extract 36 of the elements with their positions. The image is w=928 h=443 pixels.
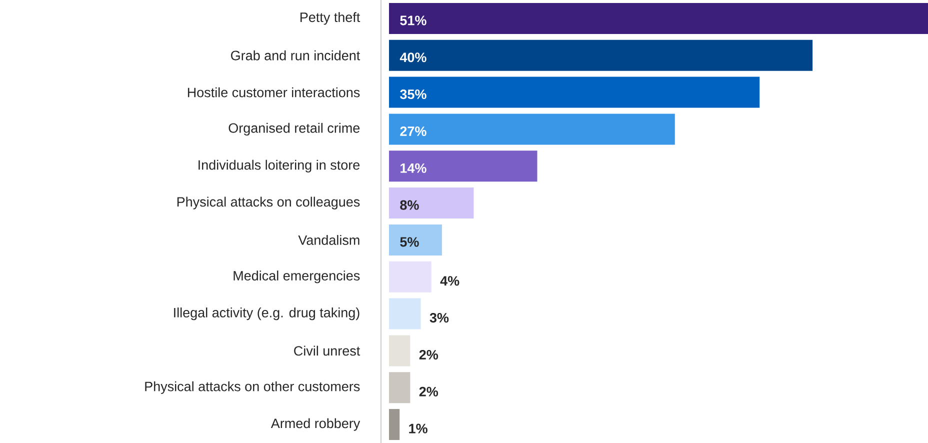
y-tick-label: Medical emergencies <box>234 270 360 284</box>
y-tick-label: Armed robbery <box>270 418 360 431</box>
bar <box>389 409 400 440</box>
data-label: 3% <box>430 313 449 323</box>
bar <box>389 335 410 366</box>
data-label: 2% <box>419 386 438 396</box>
bar <box>389 224 442 256</box>
bar <box>389 261 432 292</box>
data-label: 1% <box>409 424 428 434</box>
data-label: 2% <box>419 350 438 360</box>
y-tick-label: Physical attacks on other customers <box>145 381 360 394</box>
data-label: 51% <box>400 16 426 26</box>
y-tick-label: Vandalism <box>298 235 360 245</box>
bar <box>389 150 538 182</box>
data-label: 5% <box>400 237 419 247</box>
bar <box>389 298 421 330</box>
bar <box>389 372 410 404</box>
bar <box>389 76 760 108</box>
bar <box>389 188 474 219</box>
y-tick-label: Illegal activity (e.g. drug taking) <box>174 308 360 320</box>
data-label: 35% <box>400 90 426 100</box>
y-tick-label: Petty theft <box>300 12 360 25</box>
y-tick-label: Grab and run incident <box>231 50 360 60</box>
bar <box>389 2 928 34</box>
data-label: 14% <box>400 163 426 173</box>
y-tick-label: Civil unrest <box>294 346 360 356</box>
y-tick-label: Physical attacks on colleagues <box>177 196 360 210</box>
y-tick-label: Individuals loitering in store <box>198 160 360 172</box>
y-tick-label: Organised retail crime <box>228 122 360 136</box>
data-label: 8% <box>400 200 419 210</box>
y-tick-label: Hostile customer interactions <box>188 87 360 98</box>
data-label: 27% <box>400 126 426 136</box>
bar <box>389 40 813 71</box>
data-label: 4% <box>440 276 460 286</box>
data-label: 40% <box>400 52 426 62</box>
bar <box>389 114 675 145</box>
